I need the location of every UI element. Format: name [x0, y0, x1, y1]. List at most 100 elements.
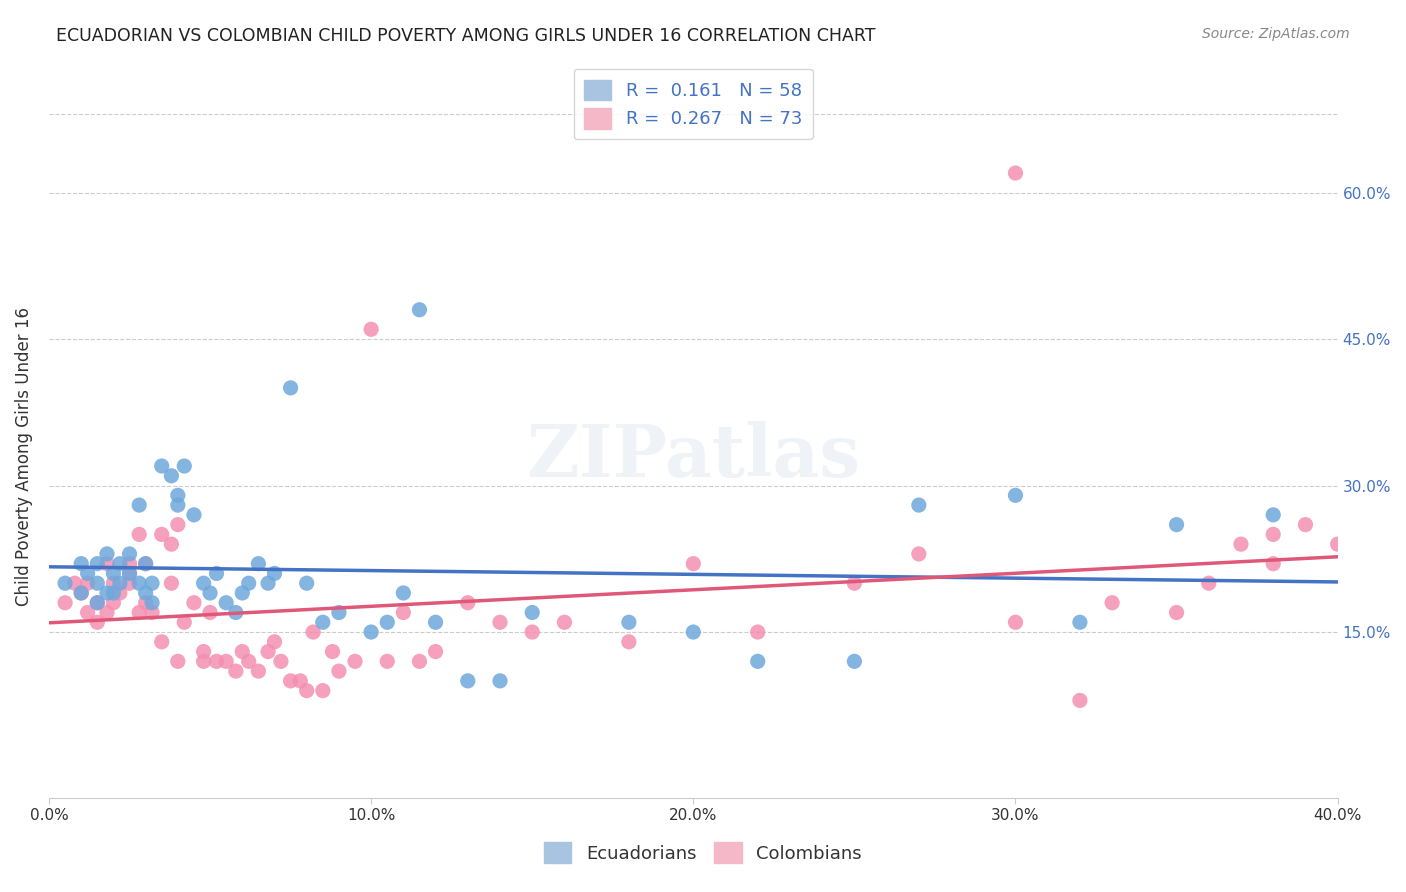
Point	[489, 615, 512, 630]
Point	[166, 488, 188, 502]
Point	[682, 625, 704, 640]
Point	[108, 576, 131, 591]
Point	[1069, 693, 1091, 707]
Point	[53, 576, 76, 591]
Point	[215, 654, 238, 668]
Point	[1004, 166, 1026, 180]
Point	[103, 566, 125, 581]
Point	[1263, 557, 1285, 571]
Point	[86, 557, 108, 571]
Point	[193, 576, 215, 591]
Point	[425, 615, 447, 630]
Point	[321, 644, 343, 658]
Point	[70, 586, 93, 600]
Point	[247, 664, 270, 678]
Legend: R =  0.161   N = 58, R =  0.267   N = 73: R = 0.161 N = 58, R = 0.267 N = 73	[574, 69, 813, 139]
Point	[392, 606, 415, 620]
Point	[522, 625, 544, 640]
Point	[1004, 615, 1026, 630]
Point	[682, 557, 704, 571]
Point	[118, 557, 141, 571]
Point	[86, 596, 108, 610]
Point	[183, 596, 205, 610]
Point	[908, 498, 931, 512]
Point	[302, 625, 325, 640]
Point	[193, 654, 215, 668]
Point	[205, 566, 228, 581]
Point	[225, 664, 247, 678]
Point	[1069, 615, 1091, 630]
Point	[103, 586, 125, 600]
Point	[160, 576, 183, 591]
Point	[135, 596, 157, 610]
Point	[553, 615, 575, 630]
Point	[225, 606, 247, 620]
Point	[183, 508, 205, 522]
Point	[205, 654, 228, 668]
Point	[118, 576, 141, 591]
Point	[1263, 508, 1285, 522]
Point	[215, 596, 238, 610]
Point	[96, 547, 118, 561]
Point	[1166, 517, 1188, 532]
Y-axis label: Child Poverty Among Girls Under 16: Child Poverty Among Girls Under 16	[15, 307, 32, 606]
Point	[908, 547, 931, 561]
Point	[312, 683, 335, 698]
Point	[238, 576, 260, 591]
Point	[108, 557, 131, 571]
Point	[617, 635, 640, 649]
Point	[457, 673, 479, 688]
Point	[295, 683, 318, 698]
Point	[844, 576, 866, 591]
Point	[844, 654, 866, 668]
Point	[257, 576, 280, 591]
Point	[270, 654, 292, 668]
Point	[141, 576, 163, 591]
Point	[76, 566, 98, 581]
Point	[328, 664, 350, 678]
Point	[86, 596, 108, 610]
Point	[76, 576, 98, 591]
Point	[103, 576, 125, 591]
Point	[375, 654, 398, 668]
Point	[150, 527, 173, 541]
Point	[1004, 488, 1026, 502]
Point	[408, 302, 430, 317]
Point	[135, 557, 157, 571]
Point	[290, 673, 312, 688]
Point	[128, 527, 150, 541]
Point	[489, 673, 512, 688]
Point	[150, 635, 173, 649]
Point	[328, 606, 350, 620]
Point	[96, 586, 118, 600]
Point	[425, 644, 447, 658]
Text: ZIPatlas: ZIPatlas	[526, 421, 860, 491]
Point	[141, 596, 163, 610]
Point	[160, 468, 183, 483]
Point	[53, 596, 76, 610]
Point	[150, 458, 173, 473]
Point	[118, 566, 141, 581]
Point	[1198, 576, 1220, 591]
Point	[263, 635, 285, 649]
Point	[118, 547, 141, 561]
Point	[70, 586, 93, 600]
Point	[312, 615, 335, 630]
Point	[193, 644, 215, 658]
Point	[135, 586, 157, 600]
Point	[360, 625, 382, 640]
Point	[118, 566, 141, 581]
Point	[108, 586, 131, 600]
Point	[238, 654, 260, 668]
Point	[198, 606, 221, 620]
Point	[166, 498, 188, 512]
Point	[747, 625, 769, 640]
Point	[257, 644, 280, 658]
Point	[375, 615, 398, 630]
Point	[231, 586, 253, 600]
Point	[1101, 596, 1123, 610]
Text: Source: ZipAtlas.com: Source: ZipAtlas.com	[1202, 27, 1350, 41]
Point	[1294, 517, 1316, 532]
Point	[173, 458, 195, 473]
Point	[96, 606, 118, 620]
